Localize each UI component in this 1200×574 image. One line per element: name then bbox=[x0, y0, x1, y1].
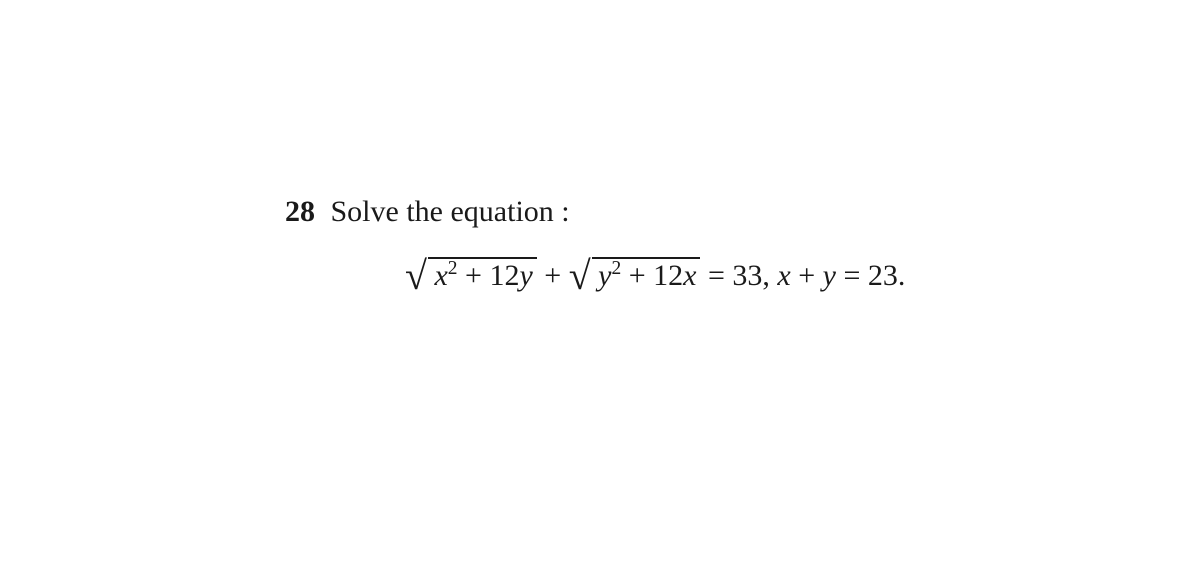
op-plus: + bbox=[458, 259, 490, 292]
problem-prompt-line: 28 Solve the equation : bbox=[285, 195, 1155, 229]
comma: , bbox=[762, 259, 777, 292]
val-23: 23 bbox=[868, 259, 898, 292]
exp-2: 2 bbox=[448, 258, 458, 279]
var-x: x bbox=[777, 259, 790, 292]
var-y: y bbox=[519, 259, 532, 292]
var-y: y bbox=[823, 259, 836, 292]
problem-equation: √ x2 + 12y + √ y2 + 12x = 33, x + y = 23… bbox=[405, 257, 1155, 293]
val-33: 33 bbox=[732, 259, 762, 292]
exp-2: 2 bbox=[611, 258, 621, 279]
problem-number: 28 bbox=[285, 195, 315, 228]
coeff-12: 12 bbox=[489, 259, 519, 292]
op-equals: = bbox=[700, 259, 732, 292]
op-plus: + bbox=[791, 259, 823, 292]
radicand-2: y2 + 12x bbox=[592, 257, 700, 291]
problem-block: 28 Solve the equation : √ x2 + 12y + √ y… bbox=[285, 195, 1155, 293]
var-x: x bbox=[683, 259, 696, 292]
problem-prompt: Solve the equation : bbox=[331, 195, 570, 228]
radicand-1: x2 + 12y bbox=[428, 257, 536, 291]
sqrt-term-2: √ y2 + 12x bbox=[569, 257, 701, 293]
coeff-12: 12 bbox=[653, 259, 683, 292]
op-plus: + bbox=[537, 259, 569, 292]
page: 28 Solve the equation : √ x2 + 12y + √ y… bbox=[0, 0, 1200, 574]
sqrt-term-1: √ x2 + 12y bbox=[405, 257, 537, 293]
op-plus: + bbox=[621, 259, 653, 292]
op-equals: = bbox=[836, 259, 868, 292]
var-x: x bbox=[434, 259, 447, 292]
var-y: y bbox=[598, 259, 611, 292]
period: . bbox=[898, 259, 906, 292]
